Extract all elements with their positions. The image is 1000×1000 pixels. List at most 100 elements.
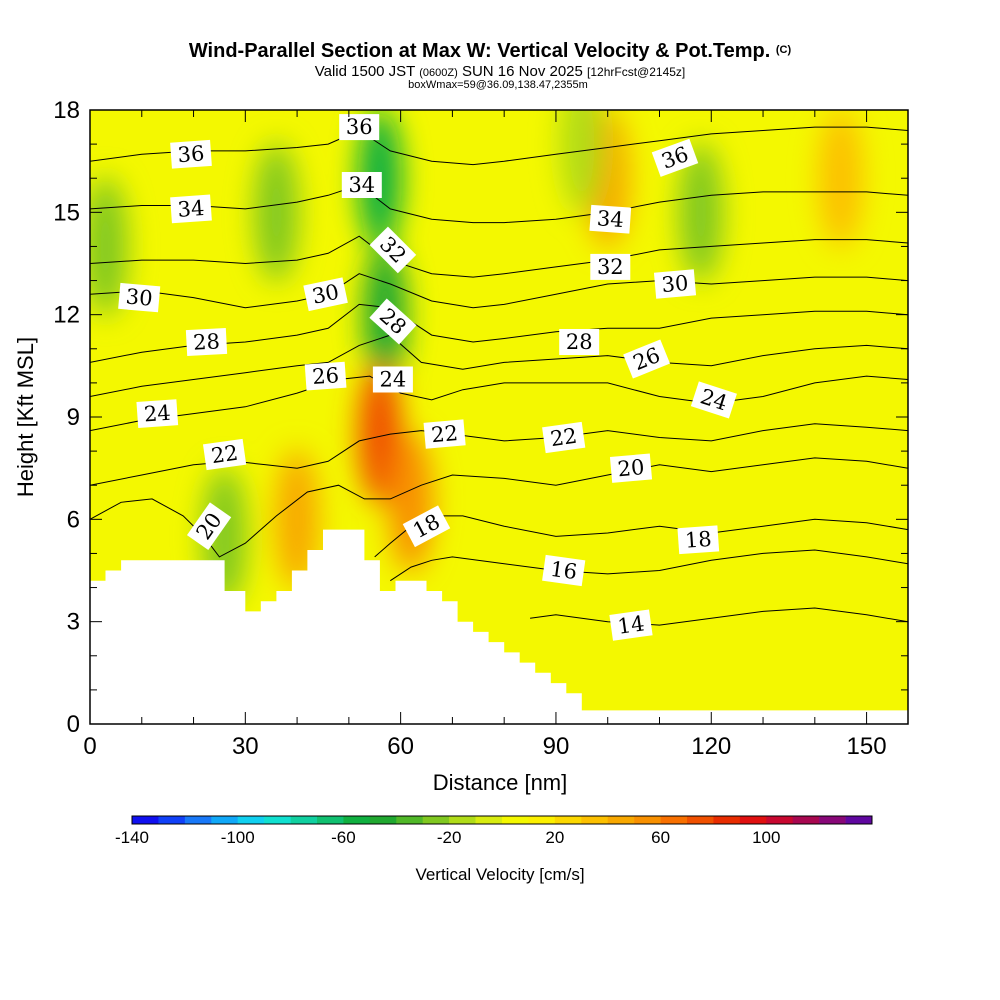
colorbar-swatch-0 xyxy=(132,816,159,824)
colorbar-swatch-2 xyxy=(184,816,212,824)
colorbar-label: Vertical Velocity [cm/s] xyxy=(415,865,584,884)
svg-text:36: 36 xyxy=(177,141,205,167)
contour-label-19: 14 xyxy=(609,609,653,641)
svg-text:22: 22 xyxy=(430,421,459,447)
isentrope-34 xyxy=(90,184,908,224)
x-tick-label-120: 120 xyxy=(691,733,731,760)
svg-text:18: 18 xyxy=(684,527,712,553)
colorbar-swatch-4 xyxy=(237,816,265,824)
x-tick-label-0: 0 xyxy=(83,733,96,760)
contour-label-5: 22 xyxy=(202,438,247,471)
svg-text:32: 32 xyxy=(597,255,624,279)
colorbar-tick-6: 100 xyxy=(752,828,780,847)
w-feature-1 xyxy=(254,142,299,283)
contour-label-1: 34 xyxy=(170,194,212,224)
colorbar-swatch-27 xyxy=(845,816,873,824)
svg-text:36: 36 xyxy=(346,115,373,139)
isentrope-26 xyxy=(90,334,908,397)
w-feature-0 xyxy=(90,176,128,317)
w-feature-5 xyxy=(388,432,433,573)
contour-label-17: 20 xyxy=(609,453,653,483)
svg-text:30: 30 xyxy=(125,284,154,310)
colorbar-swatch-17 xyxy=(581,816,609,824)
colorbar-swatch-11 xyxy=(422,816,450,824)
svg-text:34: 34 xyxy=(596,206,624,232)
contour-label-27: 36 xyxy=(651,138,699,177)
chart-title: Wind-Parallel Section at Max W: Vertical… xyxy=(189,40,792,62)
w-feature-10 xyxy=(559,110,604,215)
isentrope-24 xyxy=(90,375,908,432)
isentrope-28 xyxy=(90,303,908,363)
contour-label-26: 34 xyxy=(589,204,632,234)
contour-label-10: 30 xyxy=(303,277,348,312)
isentrope-30 xyxy=(90,273,908,309)
colorbar-swatch-26 xyxy=(819,816,846,824)
w-feature-4 xyxy=(357,364,402,505)
contour-label-14: 22 xyxy=(423,419,466,449)
svg-text:34: 34 xyxy=(177,196,205,222)
colorbar-swatch-15 xyxy=(528,816,556,824)
x-tick-label-90: 90 xyxy=(543,733,570,760)
colorbar-swatch-7 xyxy=(317,816,344,824)
colorbar-tick-1: -100 xyxy=(221,828,255,847)
colorbar-swatch-12 xyxy=(449,816,476,824)
contour-label-12: 26 xyxy=(304,361,347,391)
contour-label-25: 30 xyxy=(653,269,697,299)
contour-label-2: 30 xyxy=(118,282,161,313)
colorbar-swatch-3 xyxy=(211,816,239,824)
y-tick-label-0: 0 xyxy=(67,711,80,738)
contour-label-11: 28 xyxy=(369,298,417,345)
colorbar-swatch-22 xyxy=(713,816,741,824)
y-tick-label-6: 6 xyxy=(67,506,80,533)
contour-label-20: 18 xyxy=(677,525,720,555)
y-axis-label: Height [Kft MSL] xyxy=(13,337,38,497)
colorbar-tick-2: -60 xyxy=(331,828,356,847)
colorbar: -140 -100 -60 -20 20 60 100 xyxy=(115,815,873,847)
svg-text:26: 26 xyxy=(311,363,339,389)
colorbar-swatch-14 xyxy=(502,816,529,824)
svg-text:30: 30 xyxy=(310,280,341,309)
x-tick-label-60: 60 xyxy=(387,733,414,760)
chart-subtitle-2: boxWmax=59@36.09,138.47,2355m xyxy=(408,79,588,91)
colorbar-tick-3: -20 xyxy=(437,828,462,847)
svg-text:30: 30 xyxy=(661,271,690,297)
y-tick-label-3: 3 xyxy=(67,609,80,636)
y-tick-label-15: 15 xyxy=(53,199,80,226)
contour-label-23: 28 xyxy=(559,329,600,355)
colorbar-tick-0: -140 xyxy=(115,828,149,847)
x-axis-label: Distance [nm] xyxy=(433,770,568,795)
x-tick-label-30: 30 xyxy=(232,733,259,760)
w-feature-11 xyxy=(818,110,863,249)
isentrope-16 xyxy=(390,549,908,582)
contour-label-0: 36 xyxy=(170,139,212,169)
isentrope-36 xyxy=(90,126,908,166)
chart-subtitle: Valid 1500 JST (0600Z) SUN 16 Nov 2025 [… xyxy=(315,63,686,80)
contour-label-8: 34 xyxy=(341,172,382,198)
contour-label-18: 16 xyxy=(542,554,586,587)
svg-text:14: 14 xyxy=(616,611,646,638)
title-mark: (C) xyxy=(776,44,792,56)
contour-label-24: 32 xyxy=(590,253,631,280)
isentrope-14 xyxy=(530,607,908,626)
svg-text:24: 24 xyxy=(380,368,407,392)
svg-text:28: 28 xyxy=(566,330,593,354)
colorbar-swatch-9 xyxy=(369,816,397,824)
isentrope-32 xyxy=(90,235,908,278)
svg-text:28: 28 xyxy=(193,329,221,354)
y-tick-label-18: 18 xyxy=(53,97,80,124)
colorbar-swatch-18 xyxy=(607,816,635,824)
colorbar-swatch-24 xyxy=(766,816,794,824)
svg-text:20: 20 xyxy=(617,455,646,481)
x-tick-label-150: 150 xyxy=(847,733,887,760)
colorbar-swatch-6 xyxy=(290,816,318,824)
colorbar-tick-5: 60 xyxy=(651,828,670,847)
svg-text:22: 22 xyxy=(210,441,240,468)
contour-label-7: 36 xyxy=(339,114,380,141)
colorbar-swatch-1 xyxy=(158,816,186,824)
colorbar-tick-4: 20 xyxy=(545,828,564,847)
colorbar-swatch-8 xyxy=(343,816,371,824)
colorbar-swatch-25 xyxy=(792,816,820,824)
